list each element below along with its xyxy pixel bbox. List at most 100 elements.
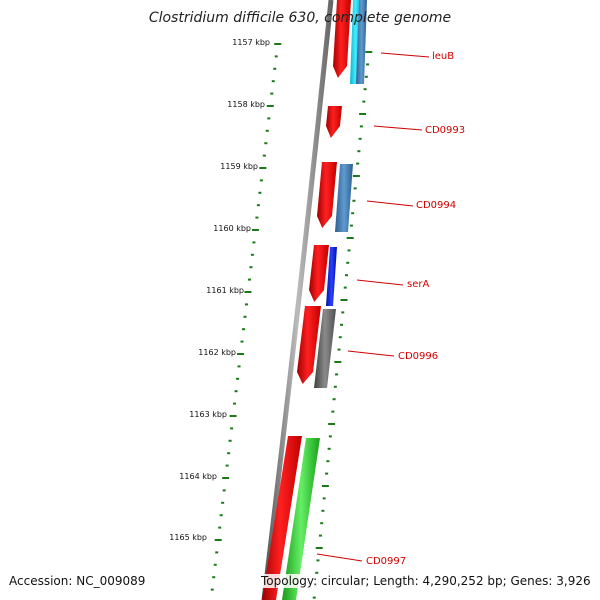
genome-title: Clostridium difficile 630, complete geno… xyxy=(148,10,452,26)
major-tick xyxy=(244,291,252,293)
kbp-label-layer: 1157 kbp 1158 kbp 1159 kbp 1160 kbp 1161 kbp… xyxy=(169,38,270,542)
kbp-tick-label: 1159 kbp xyxy=(220,162,258,171)
minor-tick xyxy=(327,447,331,450)
feature-cd0994-inner xyxy=(335,164,353,232)
major-tick xyxy=(365,51,373,53)
minor-tick xyxy=(356,162,360,165)
minor-tick xyxy=(233,402,237,405)
minor-tick xyxy=(274,55,278,58)
minor-tick xyxy=(265,129,269,132)
minor-tick xyxy=(258,191,262,194)
minor-tick xyxy=(267,117,271,120)
outer-tick-ring xyxy=(210,43,282,591)
minor-tick xyxy=(316,559,320,562)
major-tick xyxy=(214,539,222,541)
feature-cds-outer xyxy=(309,245,329,302)
kbp-tick-label: 1157 kbp xyxy=(232,38,270,47)
minor-tick xyxy=(273,67,277,70)
major-tick xyxy=(346,237,354,239)
major-tick xyxy=(340,299,348,301)
minor-tick xyxy=(326,460,330,463)
minor-tick xyxy=(212,576,216,579)
minor-tick xyxy=(362,100,366,103)
genome-backbone xyxy=(261,0,334,600)
accession-text: Accession: NC_009089 xyxy=(8,574,147,588)
major-tick xyxy=(229,415,237,417)
minor-tick xyxy=(256,204,260,207)
minor-tick xyxy=(331,410,335,413)
minor-tick xyxy=(252,241,256,244)
minor-tick xyxy=(366,63,370,66)
major-tick xyxy=(352,175,360,177)
minor-tick xyxy=(340,323,344,326)
minor-tick xyxy=(247,278,251,281)
gene-leader-line xyxy=(356,279,404,286)
kbp-tick-label: 1162 kbp xyxy=(198,348,236,357)
minor-tick xyxy=(333,385,337,388)
minor-tick xyxy=(332,398,336,401)
minor-tick xyxy=(241,328,245,331)
minor-tick xyxy=(325,472,329,475)
minor-tick xyxy=(318,534,322,537)
minor-tick xyxy=(230,427,234,430)
minor-tick xyxy=(215,551,219,554)
minor-tick xyxy=(270,92,274,95)
minor-tick xyxy=(364,75,368,78)
minor-tick xyxy=(250,253,254,256)
kbp-tick-label: 1158 kbp xyxy=(227,100,265,109)
minor-tick xyxy=(315,571,319,574)
minor-tick xyxy=(225,464,229,467)
feature-cd0993-outer xyxy=(326,106,342,138)
minor-tick xyxy=(328,435,332,438)
minor-tick xyxy=(271,80,275,83)
minor-tick xyxy=(320,522,324,525)
minor-tick xyxy=(352,199,356,202)
minor-tick xyxy=(359,125,363,128)
minor-tick xyxy=(249,266,253,269)
minor-tick xyxy=(255,216,259,219)
feature-cds-outer xyxy=(317,162,337,228)
minor-tick xyxy=(234,390,238,393)
major-tick xyxy=(237,353,245,355)
minor-tick xyxy=(347,249,351,252)
feature-leub-inner xyxy=(356,0,367,84)
feature-cds-outer xyxy=(262,436,302,600)
gene-label-cd0993: CD0993 xyxy=(425,125,465,136)
minor-tick xyxy=(338,336,342,339)
minor-tick xyxy=(219,514,223,517)
minor-tick xyxy=(357,150,361,153)
minor-tick xyxy=(337,348,341,351)
gene-leader-line xyxy=(316,553,363,562)
major-tick xyxy=(315,547,323,549)
gene-leader-line xyxy=(380,52,430,58)
kbp-tick-label: 1165 kbp xyxy=(169,533,207,542)
feature-cds-outer xyxy=(333,0,351,78)
gene-leader-line xyxy=(366,200,414,207)
minor-tick xyxy=(227,452,231,455)
gene-label-cd0996: CD0996 xyxy=(398,351,438,362)
minor-tick xyxy=(218,526,222,529)
minor-tick xyxy=(341,311,345,314)
minor-tick xyxy=(358,137,362,140)
minor-tick xyxy=(344,274,348,277)
kbp-tick-label: 1160 kbp xyxy=(213,224,251,233)
minor-tick xyxy=(322,497,326,500)
feature-sera-inner xyxy=(326,247,337,306)
minor-tick xyxy=(243,315,247,318)
major-tick xyxy=(259,167,267,169)
minor-tick xyxy=(312,596,316,599)
major-tick xyxy=(266,105,274,107)
genome-summary-text: Topology: circular; Length: 4,290,252 bp… xyxy=(260,574,592,588)
minor-tick xyxy=(343,286,347,289)
minor-tick xyxy=(346,261,350,264)
minor-tick xyxy=(264,142,268,145)
gene-label-leub: leuB xyxy=(432,51,454,62)
minor-tick xyxy=(351,212,355,215)
major-tick xyxy=(359,113,367,115)
major-tick xyxy=(274,43,282,45)
minor-tick xyxy=(237,365,241,368)
minor-tick xyxy=(213,563,217,566)
minor-tick xyxy=(363,88,367,91)
